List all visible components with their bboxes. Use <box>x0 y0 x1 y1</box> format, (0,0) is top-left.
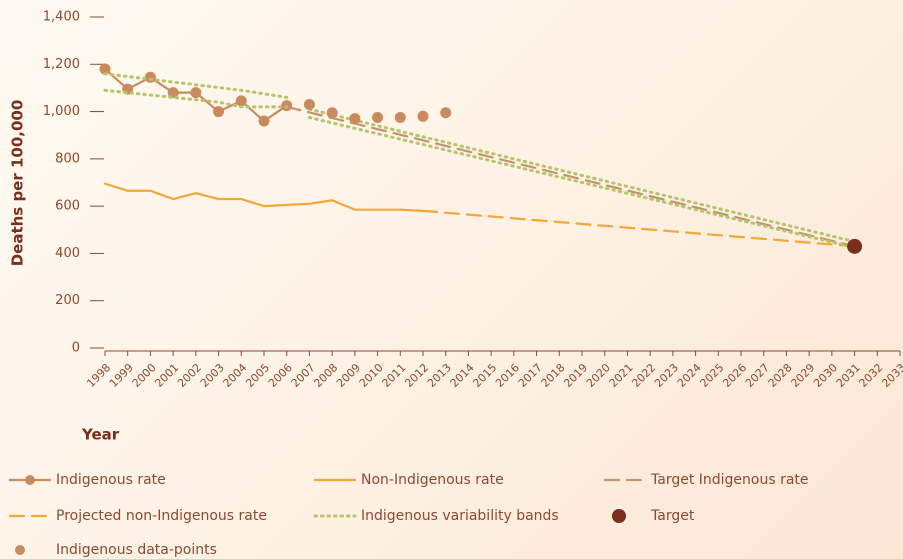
legend-label: Indigenous variability bands <box>361 508 559 524</box>
y-tick-label: 800 <box>55 151 80 166</box>
data-point <box>258 115 270 127</box>
x-tick-label: 2007 <box>289 361 318 390</box>
x-tick-label: 2005 <box>243 361 272 390</box>
x-tick-label: 2001 <box>152 361 181 390</box>
x-tick-label: 2032 <box>857 361 886 390</box>
x-tick-label: 2019 <box>561 361 590 390</box>
x-tick-label: 2003 <box>198 361 227 390</box>
data-point <box>417 110 429 122</box>
data-point <box>213 106 225 118</box>
series-line <box>421 209 856 248</box>
data-point <box>847 238 863 254</box>
x-tick-label: 2014 <box>448 361 477 390</box>
legend-swatch <box>612 509 626 523</box>
x-tick-label: 2004 <box>221 361 250 390</box>
x-tick-label: 2012 <box>402 361 431 390</box>
legend-label: Projected non-Indigenous rate <box>56 508 267 524</box>
y-tick-label: 200 <box>55 293 80 308</box>
x-tick-label: 2027 <box>743 361 772 390</box>
data-point <box>167 87 179 99</box>
data-point <box>349 113 361 125</box>
x-tick-label: 2025 <box>698 361 727 390</box>
legend-swatch <box>15 545 25 555</box>
data-point <box>440 107 452 119</box>
legend-swatch <box>25 475 35 485</box>
legend-label: Indigenous rate <box>56 472 166 488</box>
y-tick-label: 600 <box>55 199 80 214</box>
x-tick-label: 2024 <box>675 361 704 390</box>
data-point <box>326 107 338 119</box>
data-point <box>190 87 202 99</box>
series-line <box>307 107 857 244</box>
legend-label: Target <box>650 508 695 524</box>
x-tick-label: 2011 <box>380 361 409 390</box>
x-tick-label: 1999 <box>107 361 136 390</box>
y-axis-label: Deaths per 100,000 <box>9 100 27 267</box>
y-tick-label: 1,000 <box>43 104 80 119</box>
x-tick-label: 2023 <box>652 361 681 390</box>
x-tick-label: 2015 <box>470 361 499 390</box>
data-point <box>303 98 315 110</box>
series-line <box>103 72 289 99</box>
x-tick-label: 2006 <box>266 361 295 390</box>
series-line <box>307 115 857 250</box>
x-tick-label: 2033 <box>879 361 903 390</box>
data-point <box>144 71 156 83</box>
x-tick-label: 2009 <box>334 361 363 390</box>
legend-label: Target Indigenous rate <box>650 472 809 488</box>
x-tick-label: 2022 <box>629 361 658 390</box>
x-axis-label: Year <box>81 426 120 444</box>
x-tick-label: 1998 <box>84 361 113 390</box>
legend-label: Indigenous data-points <box>56 542 217 558</box>
y-tick-label: 0 <box>72 341 80 356</box>
x-tick-label: 2020 <box>584 361 613 390</box>
y-tick-label: 1,400 <box>43 10 80 25</box>
legend-label: Non-Indigenous rate <box>361 472 504 488</box>
x-tick-label: 2018 <box>539 361 568 390</box>
x-tick-label: 2016 <box>493 361 522 390</box>
series-line <box>103 182 425 212</box>
x-tick-label: 2031 <box>834 361 863 390</box>
data-point <box>394 111 406 123</box>
data-point <box>99 63 111 75</box>
data-point <box>372 111 384 123</box>
x-tick-label: 2021 <box>607 361 636 390</box>
x-tick-label: 2013 <box>425 361 454 390</box>
series-line <box>285 105 856 248</box>
x-tick-label: 2028 <box>766 361 795 390</box>
x-tick-label: 2029 <box>788 361 817 390</box>
x-tick-label: 2017 <box>516 361 545 390</box>
y-tick-label: 1,200 <box>43 57 80 72</box>
series-line <box>103 88 289 109</box>
x-tick-label: 2000 <box>130 361 159 390</box>
x-tick-label: 2010 <box>357 361 386 390</box>
x-tick-label: 2008 <box>311 361 340 390</box>
x-tick-label: 2002 <box>175 361 204 390</box>
y-tick-label: 400 <box>55 246 80 261</box>
x-tick-label: 2030 <box>811 361 840 390</box>
data-point <box>235 95 247 107</box>
x-tick-label: 2026 <box>720 361 749 390</box>
